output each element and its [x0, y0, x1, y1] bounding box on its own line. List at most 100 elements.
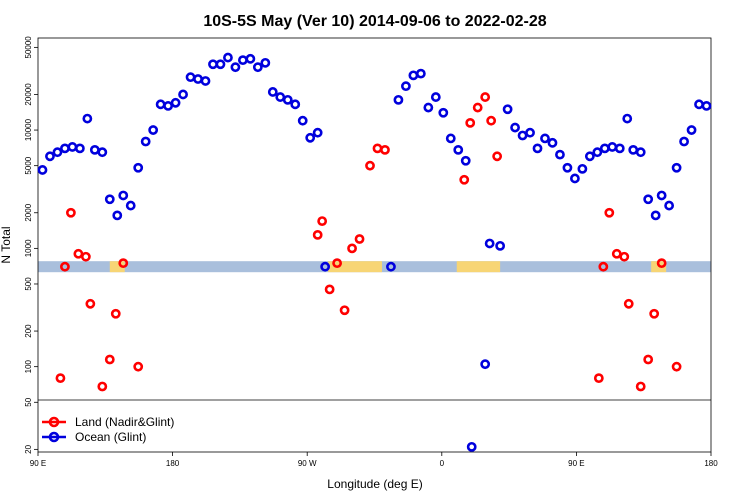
- ocean-point: [305, 132, 316, 143]
- y-tick-label: 10000: [24, 118, 33, 141]
- x-tick-label: 180: [704, 459, 718, 468]
- ocean-point: [275, 92, 286, 102]
- ocean-point: [466, 441, 477, 452]
- land-band-segment: [456, 261, 501, 273]
- land-point: [73, 248, 84, 259]
- chart-title: 10S-5S May (Ver 10) 2014-09-06 to 2022-0…: [203, 13, 546, 30]
- ocean-point: [200, 76, 211, 86]
- ocean-point: [193, 74, 203, 84]
- ocean-point: [82, 113, 93, 124]
- ocean-point: [104, 194, 115, 205]
- ocean-point: [701, 101, 712, 111]
- ocean-point: [671, 162, 682, 173]
- land-point: [133, 361, 144, 372]
- ocean-point: [60, 143, 70, 154]
- ocean-point: [423, 102, 434, 113]
- ocean-point: [170, 97, 181, 108]
- land-point: [486, 115, 497, 126]
- x-tick-label: 0: [440, 459, 445, 468]
- land-point: [671, 361, 682, 372]
- ocean-point: [290, 99, 301, 110]
- land-point: [354, 234, 365, 244]
- coastline-band: [38, 261, 711, 273]
- ocean-point: [67, 142, 78, 152]
- ocean-point: [643, 194, 654, 205]
- land-point: [104, 354, 115, 365]
- ocean-point: [510, 122, 520, 133]
- ocean-point: [45, 151, 55, 162]
- ocean-point: [297, 115, 308, 126]
- y-tick-label: 200: [24, 324, 33, 338]
- land-series: [55, 92, 682, 392]
- ocean-point: [635, 147, 646, 158]
- land-point: [80, 251, 91, 262]
- y-tick-label: 50: [24, 397, 33, 406]
- ocean-point: [118, 190, 129, 201]
- ocean-point: [686, 125, 697, 135]
- ocean-point: [430, 92, 441, 102]
- ocean-point: [577, 163, 588, 174]
- ocean-point: [133, 162, 144, 173]
- ocean-point: [517, 130, 528, 141]
- land-point: [317, 216, 328, 227]
- ocean-point: [89, 144, 100, 155]
- x-tick-label: 90 W: [298, 459, 317, 468]
- land-point: [480, 92, 491, 102]
- ocean-point: [540, 133, 550, 144]
- ocean-point: [97, 147, 108, 158]
- land-point: [66, 207, 76, 218]
- land-point: [611, 248, 622, 259]
- y-tick-label: 20: [24, 444, 33, 453]
- ocean-point: [679, 136, 689, 147]
- ocean-point: [622, 113, 633, 124]
- ocean-point: [484, 238, 495, 249]
- plot-series: [37, 52, 712, 452]
- ocean-point: [37, 165, 48, 175]
- ocean-point: [125, 200, 136, 211]
- ocean-point: [408, 70, 419, 81]
- land-point: [332, 258, 343, 269]
- ocean-point: [650, 210, 661, 221]
- land-point: [598, 261, 609, 272]
- land-point: [619, 251, 630, 262]
- land-point: [656, 258, 667, 269]
- ocean-point: [592, 147, 603, 158]
- land-point: [623, 298, 634, 309]
- ocean-point: [584, 151, 595, 162]
- ocean-point: [480, 359, 491, 370]
- ocean-point: [664, 200, 675, 211]
- ocean-point: [148, 125, 159, 135]
- plot-border: [37, 37, 712, 453]
- y-tick-label: 1000: [24, 239, 33, 257]
- ocean-point: [460, 155, 471, 166]
- ocean-point: [562, 162, 573, 173]
- land-point: [643, 354, 654, 365]
- ocean-point: [252, 62, 263, 73]
- ocean-point: [599, 143, 610, 154]
- land-point: [312, 229, 323, 240]
- y-tick-label: 5000: [24, 156, 33, 174]
- ocean-point: [614, 143, 625, 154]
- ocean-point: [312, 127, 323, 138]
- ocean-point: [267, 87, 278, 97]
- land-point: [339, 305, 350, 316]
- y-tick-label: 100: [24, 359, 33, 373]
- land-point: [649, 308, 660, 319]
- ocean-point: [555, 149, 565, 160]
- ocean-point: [495, 240, 506, 251]
- land-point: [465, 117, 476, 128]
- x-tick-label: 90 E: [30, 459, 46, 468]
- y-tick-label: 50000: [24, 36, 33, 59]
- land-point: [492, 151, 503, 162]
- ocean-point: [438, 107, 449, 118]
- ocean-point: [223, 52, 233, 63]
- y-tick-label: 20000: [24, 83, 33, 106]
- y-axis: 20 50 100 200 500 1000 2000 5000 10000 20000 50000: [24, 36, 38, 454]
- ocean-point: [185, 72, 196, 83]
- y-axis-label: N Total: [0, 226, 13, 263]
- land-point: [55, 373, 66, 384]
- ocean-series: [37, 52, 712, 452]
- land-point: [97, 381, 108, 392]
- ocean-point: [163, 101, 174, 111]
